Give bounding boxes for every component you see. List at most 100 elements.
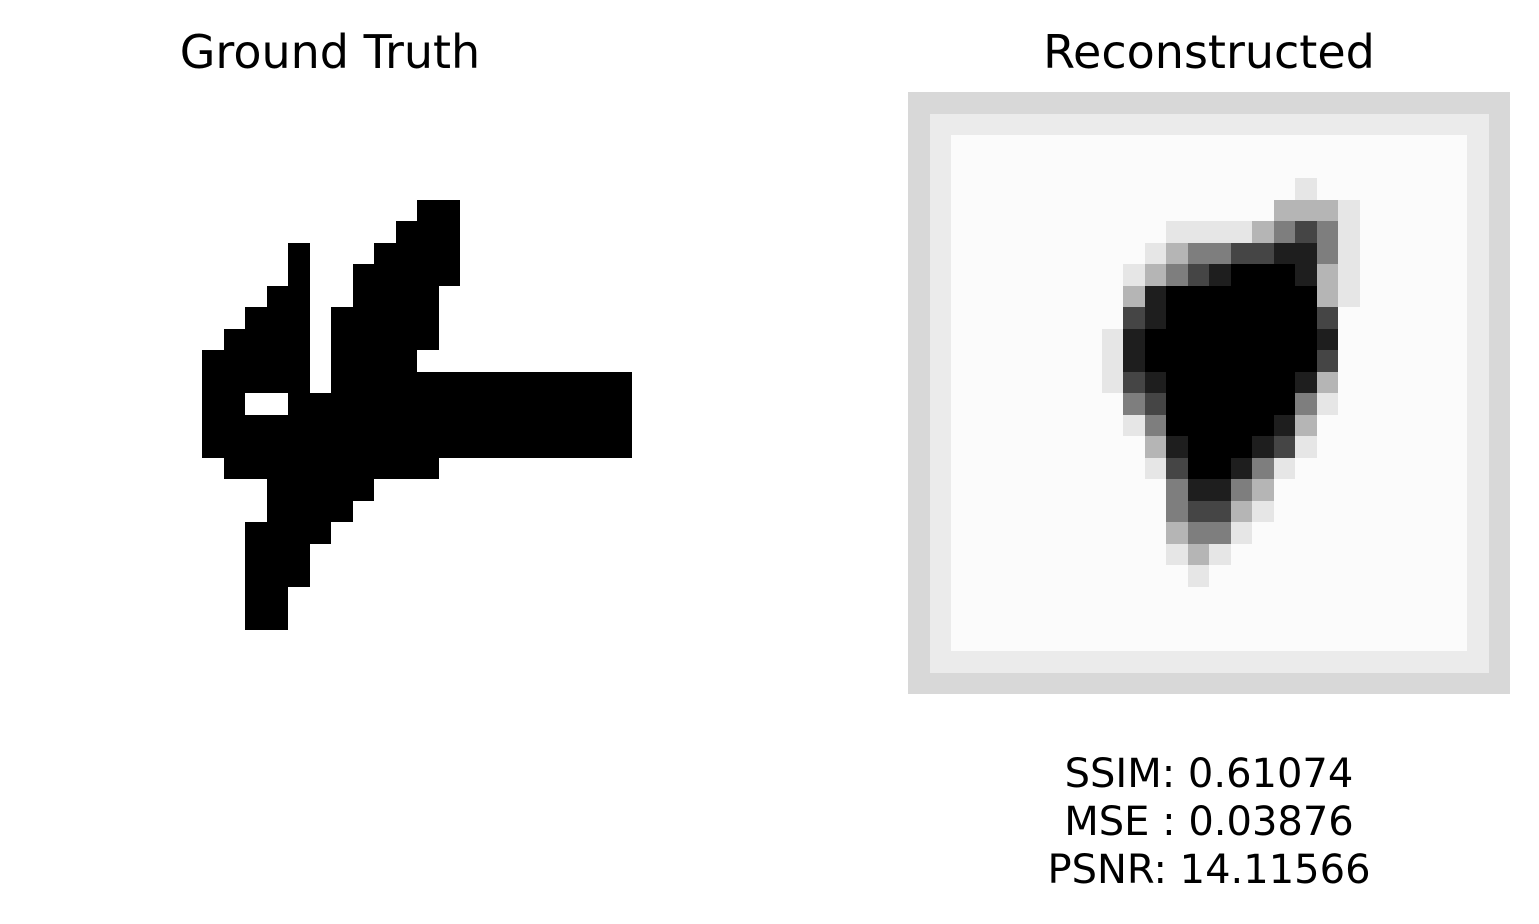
pixel bbox=[1252, 135, 1274, 157]
pixel bbox=[1295, 458, 1317, 480]
pixel bbox=[417, 200, 439, 222]
pixel bbox=[288, 243, 310, 265]
pixel bbox=[288, 458, 310, 480]
pixel bbox=[245, 92, 267, 114]
pixel bbox=[1231, 135, 1253, 157]
pixel bbox=[331, 673, 353, 695]
pixel bbox=[353, 501, 375, 523]
pixel bbox=[908, 608, 930, 630]
pixel bbox=[181, 350, 203, 372]
pixel bbox=[202, 608, 224, 630]
pixel bbox=[95, 501, 117, 523]
pixel bbox=[1231, 630, 1253, 652]
pixel bbox=[930, 393, 952, 415]
pixel bbox=[245, 135, 267, 157]
pixel bbox=[224, 264, 246, 286]
pixel bbox=[525, 608, 547, 630]
pixel bbox=[331, 608, 353, 630]
pixel bbox=[138, 243, 160, 265]
pixel bbox=[1252, 307, 1274, 329]
pixel bbox=[73, 286, 95, 308]
pixel bbox=[1145, 92, 1167, 114]
pixel bbox=[417, 92, 439, 114]
pixel bbox=[1016, 200, 1038, 222]
pixel bbox=[202, 264, 224, 286]
pixel bbox=[73, 221, 95, 243]
pixel bbox=[181, 92, 203, 114]
pixel bbox=[482, 608, 504, 630]
pixel bbox=[1166, 544, 1188, 566]
pixel bbox=[288, 436, 310, 458]
pixel bbox=[546, 501, 568, 523]
pixel bbox=[1037, 372, 1059, 394]
pixel bbox=[589, 114, 611, 136]
pixel bbox=[482, 243, 504, 265]
pixel bbox=[331, 565, 353, 587]
pixel bbox=[1059, 522, 1081, 544]
pixel bbox=[951, 92, 973, 114]
pixel bbox=[460, 221, 482, 243]
pixel bbox=[546, 178, 568, 200]
pixel bbox=[95, 522, 117, 544]
pixel bbox=[181, 329, 203, 351]
pixel bbox=[1016, 608, 1038, 630]
pixel bbox=[973, 350, 995, 372]
pixel bbox=[1295, 544, 1317, 566]
pixel bbox=[1209, 565, 1231, 587]
pixel bbox=[267, 458, 289, 480]
pixel bbox=[245, 114, 267, 136]
pixel bbox=[1381, 264, 1403, 286]
pixel bbox=[1016, 501, 1038, 523]
pixel bbox=[1360, 286, 1382, 308]
pixel bbox=[73, 544, 95, 566]
pixel bbox=[224, 501, 246, 523]
pixel bbox=[52, 92, 74, 114]
pixel bbox=[951, 243, 973, 265]
pixel bbox=[1188, 651, 1210, 673]
pixel bbox=[439, 630, 461, 652]
pixel bbox=[1080, 200, 1102, 222]
pixel bbox=[159, 286, 181, 308]
pixel bbox=[973, 200, 995, 222]
pixel bbox=[951, 522, 973, 544]
pixel bbox=[267, 522, 289, 544]
pixel bbox=[181, 501, 203, 523]
pixel bbox=[1360, 544, 1382, 566]
pixel bbox=[396, 114, 418, 136]
pixel bbox=[1381, 479, 1403, 501]
pixel bbox=[138, 221, 160, 243]
ssim-metric: SSIM: 0.61074 bbox=[908, 750, 1510, 798]
pixel bbox=[1166, 135, 1188, 157]
pixel bbox=[353, 200, 375, 222]
pixel bbox=[1403, 608, 1425, 630]
pixel bbox=[353, 587, 375, 609]
pixel bbox=[331, 135, 353, 157]
pixel bbox=[310, 587, 332, 609]
pixel bbox=[1317, 221, 1339, 243]
pixel bbox=[1360, 608, 1382, 630]
pixel bbox=[310, 243, 332, 265]
pixel bbox=[525, 630, 547, 652]
pixel bbox=[1489, 544, 1511, 566]
pixel bbox=[288, 264, 310, 286]
pixel bbox=[1080, 608, 1102, 630]
pixel bbox=[1059, 178, 1081, 200]
pixel bbox=[1166, 178, 1188, 200]
pixel bbox=[245, 264, 267, 286]
pixel bbox=[1381, 200, 1403, 222]
pixel bbox=[1252, 501, 1274, 523]
pixel bbox=[1295, 329, 1317, 351]
pixel bbox=[503, 157, 525, 179]
pixel bbox=[1059, 630, 1081, 652]
pixel bbox=[439, 651, 461, 673]
pixel bbox=[973, 522, 995, 544]
pixel bbox=[245, 157, 267, 179]
pixel bbox=[568, 307, 590, 329]
pixel bbox=[546, 350, 568, 372]
pixel bbox=[568, 200, 590, 222]
pixel bbox=[1424, 630, 1446, 652]
pixel bbox=[930, 372, 952, 394]
pixel bbox=[1446, 372, 1468, 394]
pixel bbox=[1188, 415, 1210, 437]
pixel bbox=[1381, 350, 1403, 372]
